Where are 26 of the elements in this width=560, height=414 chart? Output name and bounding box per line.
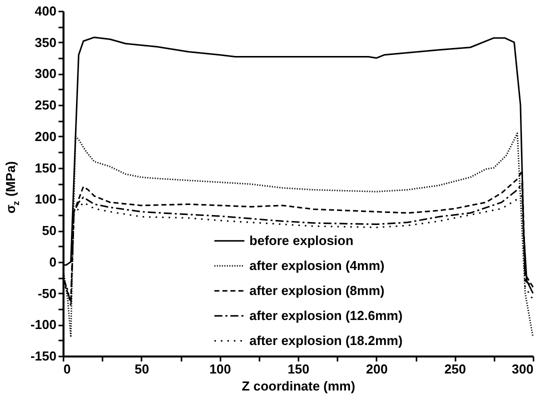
x-tick-label: 150	[288, 362, 310, 376]
y-tick-label: 250	[34, 98, 56, 113]
y-tick-label: 100	[34, 192, 56, 207]
y-tick-label: -100	[30, 317, 56, 332]
x-tick-label: 0	[64, 362, 71, 376]
x-tick-label: 50	[134, 362, 150, 376]
legend-label: before explosion	[249, 232, 354, 248]
x-tick-label: 250	[444, 362, 466, 376]
y-tick-label: 50	[42, 223, 56, 238]
x-tick-label: 200	[366, 362, 388, 376]
legend-label: after explosion (12.6mm)	[249, 308, 403, 323]
y-tick-label: 150	[34, 160, 56, 176]
y-tick-label: -150	[30, 348, 56, 364]
y-tick-label: 350	[34, 34, 56, 50]
y-axis-title: σz (MPa)	[3, 161, 21, 214]
y-tick-label: 300	[34, 66, 56, 82]
legend-label: after explosion (4mm)	[249, 258, 384, 273]
y-tick-label: -50	[38, 286, 56, 301]
legend-label: after explosion (18.2mm)	[249, 332, 403, 348]
x-axis-title: Z coordinate (mm)	[242, 378, 356, 394]
x-tick-label: 300	[512, 362, 534, 376]
y-tick-label: 0	[49, 254, 56, 270]
y-tick-label: 400	[34, 4, 56, 18]
legend-label: after explosion (8mm)	[249, 282, 384, 298]
y-tick-label: 200	[34, 128, 56, 144]
x-tick-label: 100	[209, 362, 232, 376]
